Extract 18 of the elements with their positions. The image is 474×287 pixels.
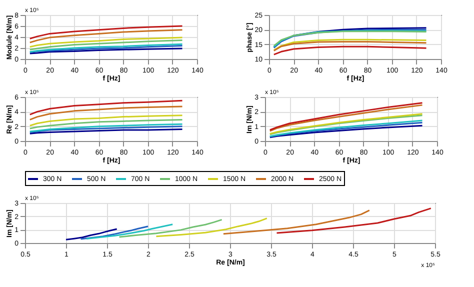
line-series — [269, 124, 424, 138]
line-series — [80, 226, 149, 240]
line-series — [86, 224, 174, 240]
line-series — [29, 118, 184, 130]
line-series — [273, 46, 428, 56]
line-series — [276, 208, 432, 234]
line-series — [29, 106, 184, 120]
line-series — [29, 25, 184, 40]
line-series — [155, 218, 268, 238]
line-series — [29, 36, 184, 48]
line-series — [29, 40, 184, 50]
line-series — [29, 29, 184, 44]
line-series — [29, 114, 184, 126]
line-series — [65, 228, 118, 240]
line-series — [118, 218, 223, 238]
line-series — [222, 210, 370, 235]
line-series — [29, 123, 184, 132]
line-series — [29, 100, 184, 116]
